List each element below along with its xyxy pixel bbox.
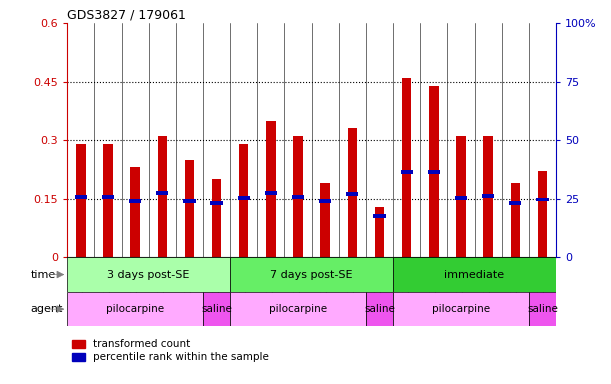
Bar [428,170,440,174]
Bar [212,179,221,257]
Bar [420,23,447,257]
Bar [67,257,230,292]
Bar [536,197,549,202]
Bar [129,199,141,203]
Bar [158,136,167,257]
Bar [482,194,494,197]
Bar [393,292,529,326]
Bar [475,23,502,257]
Bar [94,23,122,257]
Bar [366,292,393,326]
Bar [230,23,257,257]
Bar [230,257,393,292]
Text: saline: saline [364,304,395,314]
Legend: transformed count, percentile rank within the sample: transformed count, percentile rank withi… [73,339,269,362]
Bar [122,23,148,257]
Text: immediate: immediate [444,270,505,280]
Bar [483,136,493,257]
Text: agent: agent [31,304,62,314]
Bar [203,23,230,257]
Bar [183,199,196,203]
Bar [293,136,303,257]
Bar [239,144,249,257]
Bar [67,23,94,257]
Bar [429,86,439,257]
Bar [529,23,556,257]
Text: saline: saline [527,304,558,314]
Bar [185,160,194,257]
Bar [456,136,466,257]
Bar [210,202,222,205]
Text: 7 days post-SE: 7 days post-SE [270,270,353,280]
Bar [257,23,285,257]
Bar [447,23,475,257]
Bar [529,292,556,326]
Bar [285,23,312,257]
Bar [393,257,556,292]
Bar [265,191,277,195]
Text: time: time [31,270,56,280]
Bar [67,292,203,326]
Bar [156,191,169,195]
Bar [373,214,386,218]
Bar [203,292,230,326]
Bar [176,23,203,257]
Text: 3 days post-SE: 3 days post-SE [108,270,190,280]
Bar [346,192,359,196]
Bar [312,23,338,257]
Bar [130,167,140,257]
Bar [148,23,176,257]
Bar [393,23,420,257]
Bar [375,207,384,257]
Bar [402,78,411,257]
Text: pilocarpine: pilocarpine [106,304,164,314]
Bar [292,195,304,199]
Bar [266,121,276,257]
Bar [319,199,331,203]
Text: saline: saline [201,304,232,314]
Bar [401,170,413,174]
Bar [102,195,114,199]
Bar [502,23,529,257]
Bar [338,23,366,257]
Bar [320,183,330,257]
Bar [76,144,86,257]
Bar [103,144,112,257]
Text: pilocarpine: pilocarpine [432,304,490,314]
Bar [348,128,357,257]
Text: pilocarpine: pilocarpine [269,304,327,314]
Bar [455,196,467,200]
Bar [230,292,366,326]
Bar [511,183,520,257]
Text: GDS3827 / 179061: GDS3827 / 179061 [67,9,186,22]
Bar [538,171,547,257]
Bar [509,202,521,205]
Bar [75,195,87,199]
Bar [238,196,250,200]
Bar [366,23,393,257]
